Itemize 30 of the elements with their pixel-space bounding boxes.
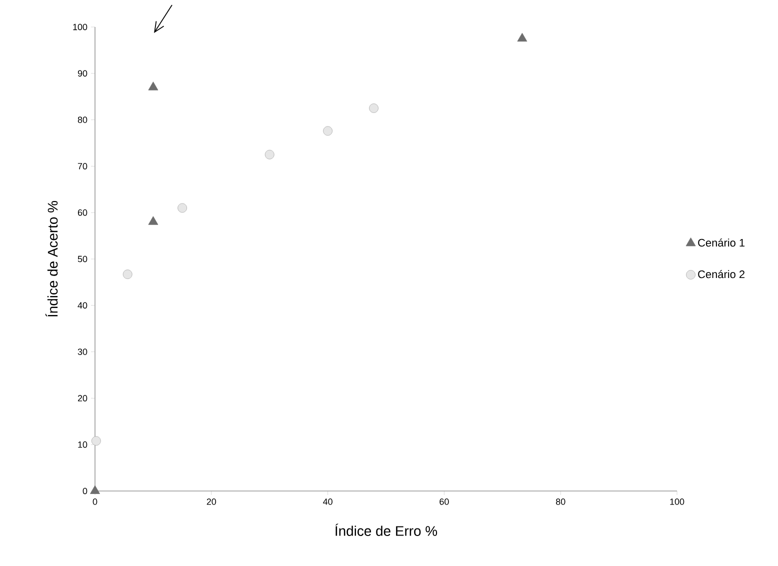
y-tick-label: 50 (78, 256, 88, 262)
x-tick-label: 100 (670, 498, 684, 505)
point (91, 436, 101, 446)
y-tick-label: 30 (78, 348, 88, 355)
x-tick-label: 0 (92, 498, 98, 505)
y-tick-label: 80 (78, 116, 88, 123)
x-tick-label: 60 (440, 498, 449, 505)
point (178, 203, 187, 213)
y-tick-label: 20 (78, 395, 88, 402)
legend-label: Cenário 2 (698, 270, 744, 278)
point (264, 150, 274, 160)
y-tick-label: 70 (78, 163, 88, 170)
point (369, 103, 378, 113)
point (517, 32, 528, 42)
y-tick-label: 90 (78, 70, 88, 77)
point (148, 82, 158, 90)
point (122, 270, 132, 280)
y-tick-label: 10 (78, 441, 88, 448)
legend-label: Cenário 1 (698, 238, 744, 247)
x-tick-label: 20 (206, 498, 216, 505)
point (148, 216, 158, 225)
y-tick-label: 0 (82, 488, 88, 494)
point (323, 126, 332, 136)
y-tick-label: 100 (73, 24, 88, 30)
y-tick-label: 60 (78, 209, 88, 216)
y-axis-title: Índice de Acerto % (45, 200, 58, 317)
y-tick-label: 40 (78, 302, 88, 309)
x-tick-label: 80 (556, 498, 566, 505)
x-axis-title: Índice de Erro % (335, 524, 438, 536)
x-tick-label: 40 (323, 498, 332, 505)
